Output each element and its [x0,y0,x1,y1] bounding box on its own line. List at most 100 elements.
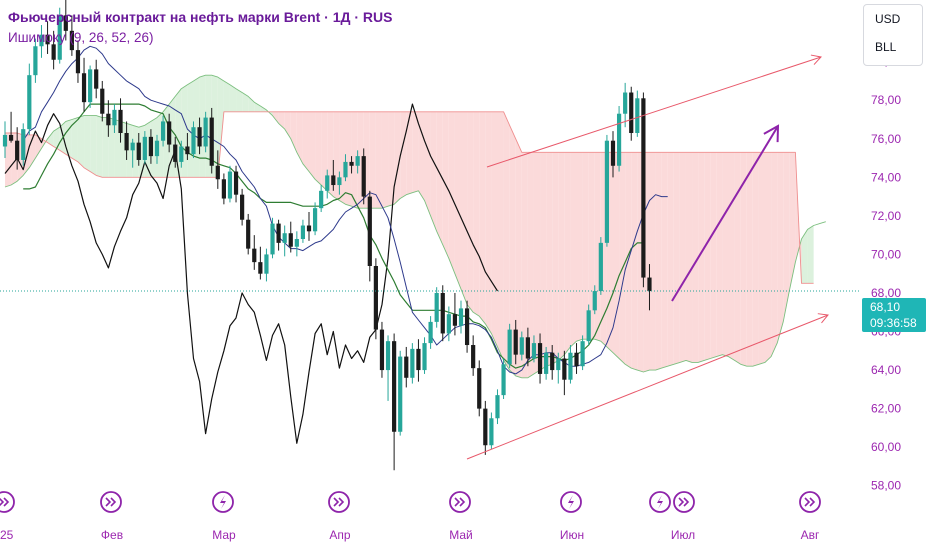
candle[interactable] [489,412,494,450]
candle[interactable] [154,134,160,164]
candle[interactable] [483,400,488,455]
candle[interactable] [288,221,293,253]
candle[interactable] [118,98,123,143]
candle[interactable] [422,337,427,374]
candle[interactable] [556,352,561,384]
candle[interactable] [51,30,56,70]
candle[interactable] [81,57,87,112]
candle[interactable] [507,323,512,369]
lightning-icon[interactable] [649,491,671,513]
drawings[interactable] [466,54,829,460]
forecast-arrow[interactable] [671,124,780,302]
candle[interactable] [452,292,458,336]
candle[interactable] [312,202,318,236]
candle[interactable] [635,90,640,137]
candle[interactable] [598,237,603,295]
candle[interactable] [367,190,372,282]
candle[interactable] [233,165,239,203]
candle[interactable] [586,304,591,346]
ichimoku-indicator-label[interactable]: Ишимоку (9, 26, 52, 26) [8,30,154,45]
candle[interactable] [8,111,14,143]
candle[interactable] [306,212,312,241]
candle[interactable] [33,38,38,83]
candle[interactable] [580,335,585,371]
candle[interactable] [550,345,555,380]
candle[interactable] [63,0,68,41]
forward-event-icon[interactable] [100,491,122,513]
candle[interactable] [434,287,439,328]
candle[interactable] [136,132,141,166]
candle[interactable] [325,169,330,199]
candle[interactable] [446,306,451,342]
candle[interactable] [495,389,500,425]
candle[interactable] [641,92,646,288]
candle[interactable] [69,15,74,56]
forward-event-icon[interactable] [449,491,471,513]
candle[interactable] [300,219,306,243]
candle[interactable] [246,213,251,255]
candle[interactable] [343,154,348,182]
candle[interactable] [185,132,190,160]
candle[interactable] [88,65,93,108]
lightning-icon[interactable] [560,491,582,513]
candle[interactable] [294,231,299,257]
candle[interactable] [537,333,543,384]
candle[interactable] [568,345,573,384]
candle[interactable] [562,350,567,396]
candle[interactable] [610,131,616,178]
candle[interactable] [616,106,622,172]
candle[interactable] [179,140,184,168]
candle[interactable] [337,171,342,195]
candle[interactable] [373,258,378,340]
candle[interactable] [130,138,135,168]
candle[interactable] [21,123,26,166]
candle[interactable] [100,80,105,122]
currency-menu[interactable]: USD BLL [863,4,923,66]
candle[interactable] [264,248,269,282]
forward-event-icon[interactable] [328,491,350,513]
candle[interactable] [27,63,32,135]
candle[interactable] [379,321,385,378]
forward-event-icon[interactable] [799,491,821,513]
candle[interactable] [148,129,154,164]
candle[interactable] [604,134,610,247]
candle[interactable] [197,117,202,155]
candle[interactable] [142,131,147,164]
candle[interactable] [173,136,178,168]
candle[interactable] [167,113,172,153]
candle[interactable] [428,316,433,349]
channel-lower-line[interactable] [466,313,829,460]
candle[interactable] [355,150,360,174]
forward-event-icon[interactable] [0,491,15,513]
candle[interactable] [57,7,62,64]
candle[interactable] [258,246,263,280]
candle[interactable] [525,327,530,367]
candle[interactable] [319,185,324,213]
candle[interactable] [361,148,366,205]
currency-usd[interactable]: USD [875,12,901,26]
candle[interactable] [270,217,275,259]
candle[interactable] [477,360,482,417]
candle[interactable] [629,86,634,141]
candle[interactable] [458,300,464,334]
candle[interactable] [240,188,245,226]
candle[interactable] [647,264,652,311]
candle[interactable] [623,82,628,128]
candle[interactable] [544,346,549,380]
candle[interactable] [464,300,470,353]
candle[interactable] [39,25,44,58]
candle[interactable] [227,165,233,203]
candle[interactable] [404,346,409,388]
candle[interactable] [331,159,336,191]
candle[interactable] [398,350,403,436]
candle[interactable] [15,127,20,170]
candle[interactable] [513,319,518,365]
candle[interactable] [471,335,476,376]
candle[interactable] [440,285,445,342]
candle[interactable] [160,115,166,147]
candle[interactable] [2,121,8,159]
candle[interactable] [592,285,597,315]
candle[interactable] [191,121,196,159]
candle[interactable] [252,235,257,270]
